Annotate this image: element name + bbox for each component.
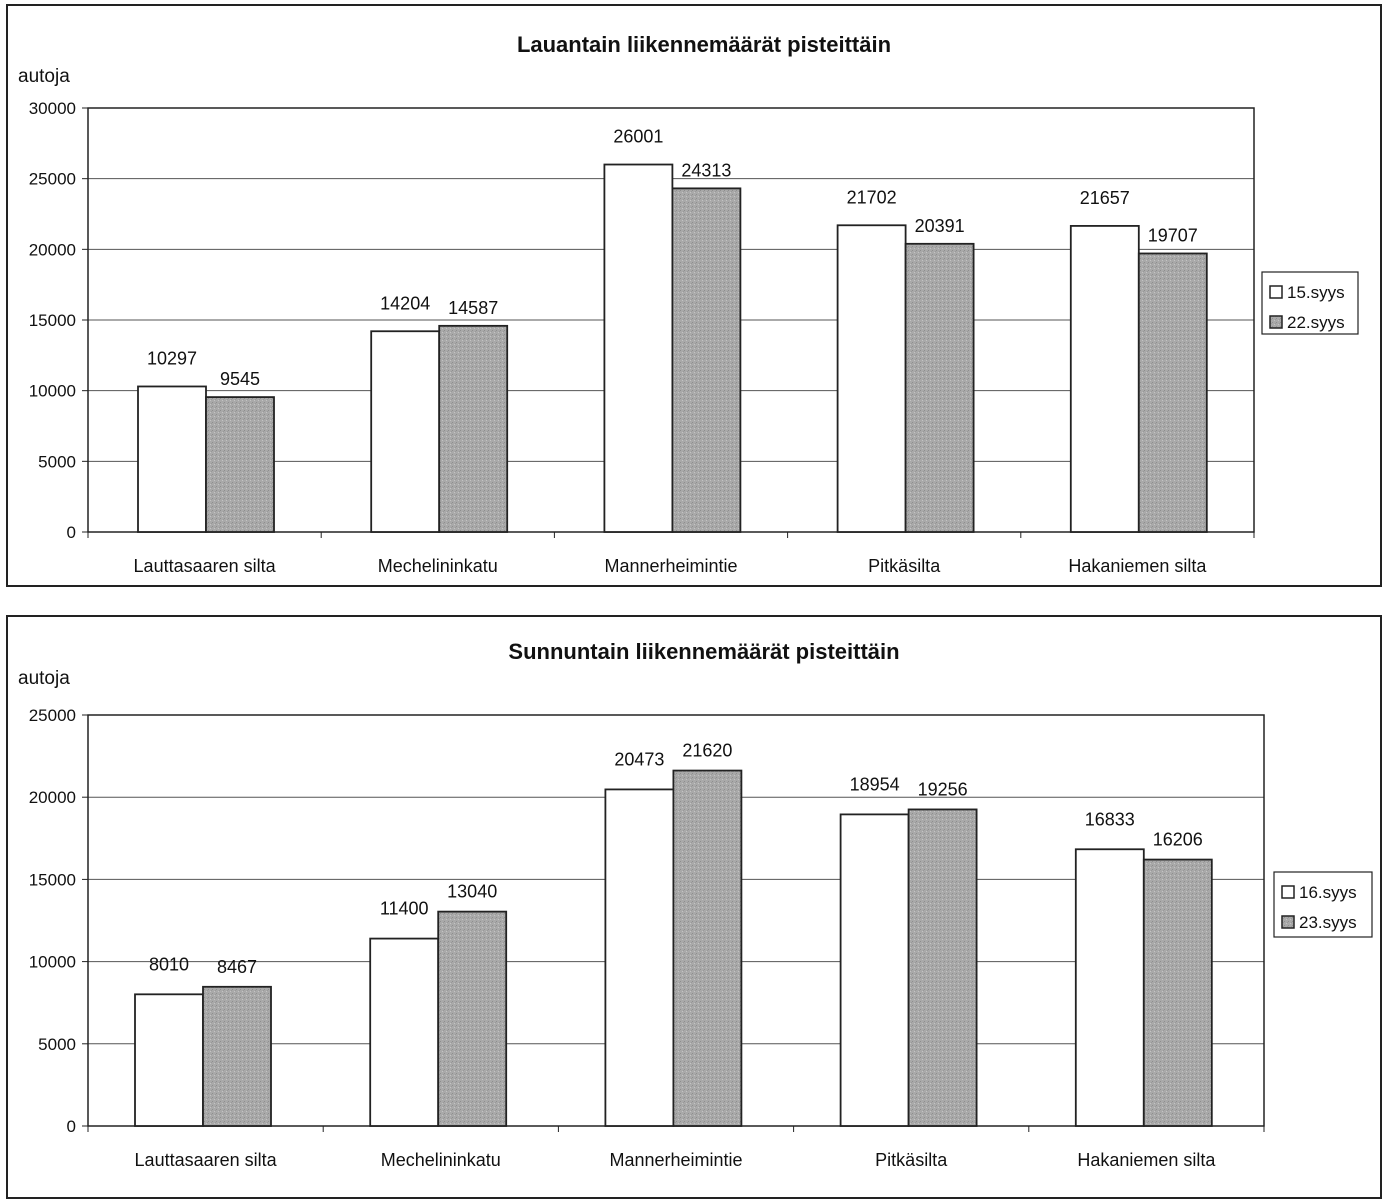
bar-22.syys (671, 187, 742, 533)
bar-16.syys (604, 788, 675, 1127)
category-label: Mannerheimintie (609, 1150, 742, 1170)
data-label: 24313 (681, 160, 731, 180)
bar-23.syys (437, 910, 508, 1127)
data-label: 14587 (448, 298, 498, 318)
legend-swatch (1269, 285, 1283, 299)
category-label: Lauttasaaren silta (135, 1150, 278, 1170)
y-tick-label: 0 (67, 523, 76, 542)
data-label: 16833 (1085, 809, 1135, 829)
bar-23.syys (1142, 858, 1213, 1127)
data-label: 20473 (614, 749, 664, 769)
bar-15.syys (370, 330, 441, 533)
data-label: 26001 (613, 127, 663, 147)
saturday-chart-svg: Lauantain liikennemäärät pisteittäin aut… (18, 32, 1359, 576)
bar-15.syys (1069, 225, 1140, 533)
chart-title: Lauantain liikennemäärät pisteittäin (517, 32, 891, 57)
bar-16.syys (369, 937, 440, 1127)
category-label: Mannerheimintie (604, 556, 737, 576)
data-label: 14204 (380, 293, 430, 313)
legend-swatch (1269, 315, 1283, 329)
data-label: 8467 (217, 957, 257, 977)
bar-15.syys (603, 163, 674, 533)
y-tick-label: 30000 (29, 99, 76, 118)
legend-swatch (1281, 915, 1295, 929)
data-label: 21657 (1080, 188, 1130, 208)
y-axis-label: autoja (18, 668, 70, 689)
data-label: 19707 (1148, 225, 1198, 245)
y-tick-label: 20000 (29, 788, 76, 807)
y-axis-label: autoja (18, 66, 70, 87)
legend-label: 16.syys (1299, 883, 1357, 902)
category-label: Pitkäsilta (868, 556, 941, 576)
bar-22.syys (205, 396, 275, 533)
bar-23.syys (907, 808, 978, 1127)
data-label: 9545 (220, 369, 260, 389)
data-label: 11400 (380, 899, 429, 919)
category-label: Pitkäsilta (875, 1150, 948, 1170)
sunday-chart: Sunnuntain liikennemäärät pisteittäin au… (6, 615, 1382, 1199)
y-tick-label: 25000 (29, 170, 76, 189)
y-tick-label: 10000 (29, 382, 76, 401)
data-label: 20391 (915, 216, 965, 236)
category-label: Mechelininkatu (378, 556, 498, 576)
category-label: Mechelininkatu (381, 1150, 501, 1170)
data-label: 21702 (847, 187, 897, 207)
chart-title: Sunnuntain liikennemäärät pisteittäin (508, 639, 899, 664)
data-label: 16206 (1153, 830, 1203, 850)
bar-22.syys (904, 242, 975, 533)
data-label: 18954 (850, 774, 900, 794)
legend-swatch (1281, 885, 1295, 899)
data-label: 13040 (447, 882, 497, 902)
data-label: 21620 (682, 741, 732, 761)
bar-22.syys (1137, 252, 1208, 533)
y-tick-label: 5000 (38, 452, 76, 471)
sunday-chart-svg: Sunnuntain liikennemäärät pisteittäin au… (18, 639, 1373, 1170)
y-tick-label: 10000 (29, 953, 76, 972)
legend-label: 15.syys (1287, 283, 1345, 302)
data-label: 19256 (918, 779, 968, 799)
bar-16.syys (134, 993, 204, 1127)
y-tick-label: 15000 (29, 870, 76, 889)
bar-15.syys (836, 224, 907, 533)
category-label: Hakaniemen silta (1077, 1150, 1216, 1170)
y-tick-label: 15000 (29, 311, 76, 330)
bar-15.syys (137, 385, 207, 533)
bar-23.syys (202, 985, 272, 1127)
legend-label: 23.syys (1299, 913, 1357, 932)
category-label: Lauttasaaren silta (134, 556, 277, 576)
bar-23.syys (672, 769, 743, 1127)
legend-label: 22.syys (1287, 313, 1345, 332)
data-label: 10297 (147, 348, 197, 368)
y-tick-label: 0 (67, 1117, 76, 1136)
bar-16.syys (1074, 848, 1145, 1127)
y-tick-label: 25000 (29, 706, 76, 725)
saturday-chart: Lauantain liikennemäärät pisteittäin aut… (6, 4, 1382, 587)
bar-16.syys (839, 813, 910, 1127)
data-label: 8010 (149, 954, 189, 974)
y-tick-label: 20000 (29, 240, 76, 259)
y-tick-label: 5000 (38, 1035, 76, 1054)
bar-22.syys (438, 324, 509, 533)
category-label: Hakaniemen silta (1068, 556, 1207, 576)
